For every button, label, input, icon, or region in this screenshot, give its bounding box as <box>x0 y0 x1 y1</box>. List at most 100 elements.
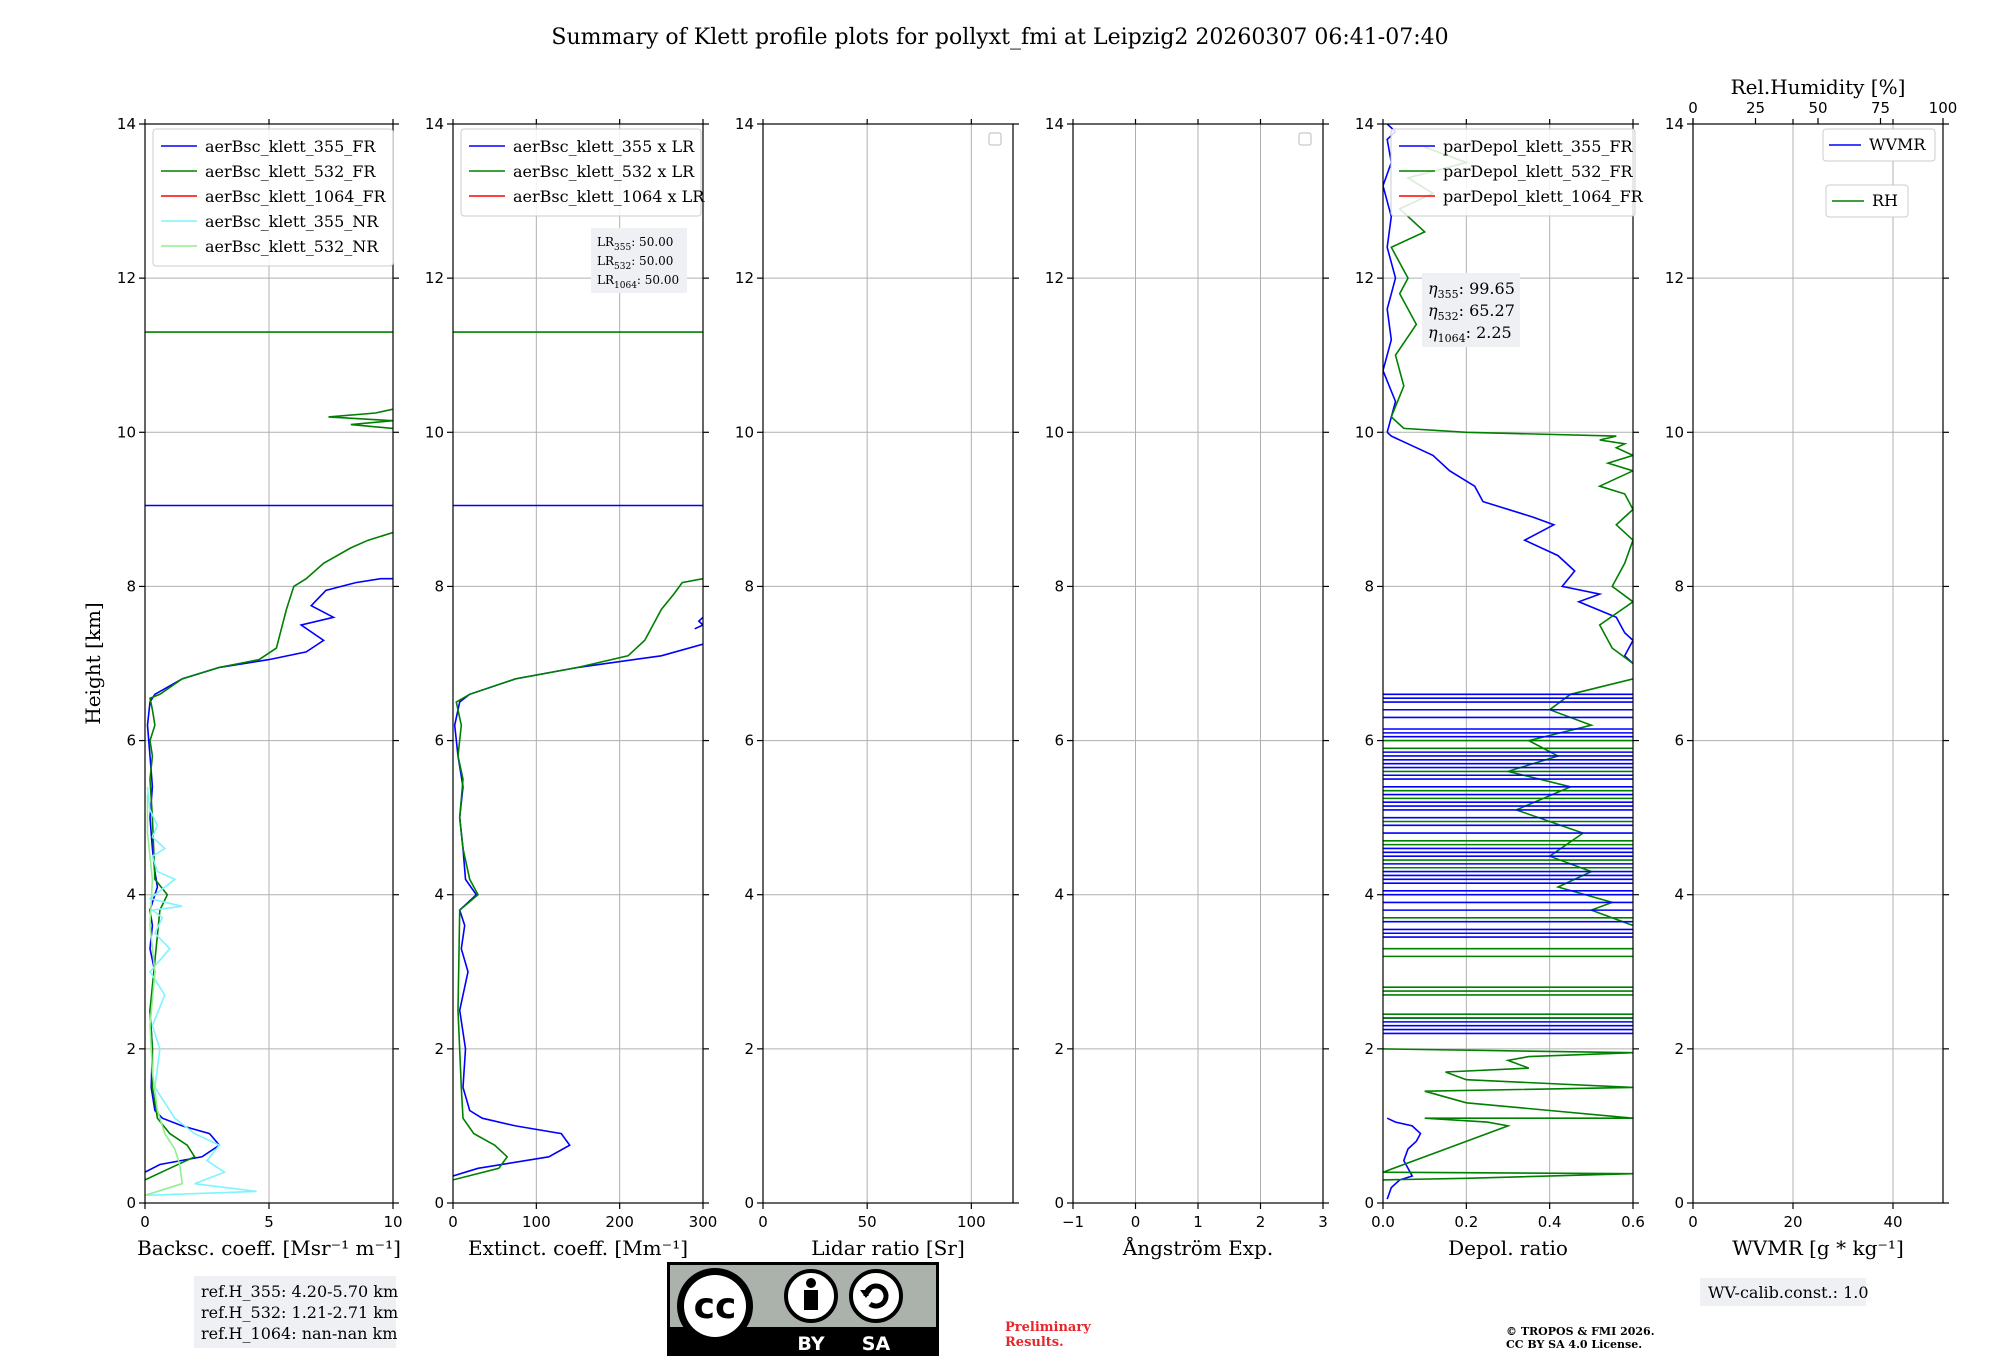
x-tick-label: −1 <box>1062 1213 1084 1231</box>
empty-legend-icon <box>988 132 1002 146</box>
y-tick-label: 12 <box>1045 269 1064 287</box>
preliminary-results-line1: Preliminary <box>1005 1320 1091 1335</box>
y-tick-label: 8 <box>126 577 136 595</box>
legend: aerBsc_klett_355 x LR aerBsc_klett_532 x … <box>460 128 705 217</box>
cc-logo-text: cc <box>694 1286 737 1327</box>
copyright-line1: © TROPOS & FMI 2026. <box>1506 1325 1655 1338</box>
x-tick-label: 3 <box>1318 1213 1328 1231</box>
y-tick-label: 6 <box>1674 732 1684 750</box>
panel-depol: 0 2 4 6 8 10 12 14 0.0 0.2 0.4 0.6 Depol. ratio parDe… <box>1355 115 1645 1260</box>
annotation-symbol: η <box>1428 323 1438 342</box>
y-tick-label: 4 <box>1674 886 1684 904</box>
y-tick-label: 14 <box>1045 115 1064 133</box>
x-tick-label: 0 <box>1688 1213 1698 1231</box>
x-tick-label: 0 <box>448 1213 458 1231</box>
gridlines <box>144 123 394 1204</box>
series-aerBsc_klett_355_NR <box>146 786 257 1197</box>
legend-label: aerBsc_klett_1064 x LR <box>513 187 705 206</box>
legend: parDepol_klett_355_FR parDepol_klett_532_… <box>1390 128 1644 217</box>
y-tick-label: 2 <box>744 1040 754 1058</box>
legend: WVMR RH <box>1822 128 1936 218</box>
y-tick-label: 0 <box>1364 1194 1374 1212</box>
y-tick-label: 6 <box>1364 732 1374 750</box>
gridlines <box>1692 123 1943 1204</box>
x-tick-label: 50 <box>858 1213 877 1231</box>
y-tick-label: 0 <box>744 1194 754 1212</box>
x-tick-label: 1 <box>1193 1213 1203 1231</box>
y-tick-label: 8 <box>1054 577 1064 595</box>
annotation-line: η355: 99.65 <box>1428 279 1515 301</box>
top-x-tick-label: 25 <box>1746 99 1765 117</box>
y-tick-label: 10 <box>117 423 136 441</box>
gridlines <box>1072 123 1324 1204</box>
x-tick-label: 0.2 <box>1454 1213 1478 1231</box>
panel-bsc: 0 2 4 6 8 10 12 14 0 5 10 Backsc. coeff. [Msr⁻¹ m⁻¹… <box>81 115 403 1260</box>
x-tick-label: 0 <box>758 1213 768 1231</box>
x-axis-label: Backsc. coeff. [Msr⁻¹ m⁻¹] <box>137 1236 401 1260</box>
y-tick-label: 12 <box>1355 269 1374 287</box>
ref-height-532: ref.H_532: 1.21-2.71 km <box>201 1303 398 1322</box>
series-aerBsc_klett_532 x LR <box>453 577 703 1181</box>
annotation-symbol: LR <box>597 235 615 249</box>
annotation-value: : 50.00 <box>637 273 679 287</box>
y-tick-label: 14 <box>1355 115 1374 133</box>
ref-height-1064: ref.H_1064: nan-nan km <box>201 1324 397 1343</box>
annotation-line: LR355: 50.00 <box>597 235 673 253</box>
y-tick-label: 6 <box>434 732 444 750</box>
y-tick-label: 2 <box>1054 1040 1064 1058</box>
legend-label: aerBsc_klett_532_NR <box>205 237 379 256</box>
y-tick-label: 12 <box>735 269 754 287</box>
annotation-line: LR1064: 50.00 <box>597 273 679 291</box>
top-x-tick-label: 75 <box>1871 99 1890 117</box>
x-tick-label: 2 <box>1256 1213 1266 1231</box>
legend: aerBsc_klett_355_FR aerBsc_klett_532_FRae… <box>152 128 394 267</box>
data-series <box>1383 124 1633 1200</box>
annotation-value: : 99.65 <box>1459 279 1515 298</box>
y-tick-label: 2 <box>1674 1040 1684 1058</box>
y-tick-label: 6 <box>1054 732 1064 750</box>
annotation-value: : 50.00 <box>631 254 673 268</box>
series-parDepol_klett_355_FR_top <box>1383 124 1397 433</box>
y-tick-label: 4 <box>434 886 444 904</box>
y-tick-label: 10 <box>735 423 754 441</box>
series-parDepol_klett_532_FR_upper <box>1390 416 1633 665</box>
data-series <box>453 331 703 1181</box>
legend-label: WVMR <box>1869 135 1926 154</box>
y-tick-label: 4 <box>1364 886 1374 904</box>
annotation-line: η532: 65.27 <box>1428 301 1515 323</box>
annotation-subscript: 532 <box>1438 310 1459 323</box>
series-parDepol_klett_355_FR_low <box>1386 1117 1422 1200</box>
legend-label: aerBsc_klett_355 x LR <box>513 137 695 156</box>
axes-frame <box>762 123 1014 1204</box>
panel-lr: 0 2 4 6 8 10 12 14 0 50 100 Lidar ratio [Sr] <box>735 115 1019 1260</box>
annotation-bg <box>1422 273 1520 347</box>
y-tick-label: 4 <box>744 886 754 904</box>
legend-label: aerBsc_klett_1064_FR <box>205 187 387 206</box>
top-x-axis-label: Rel.Humidity [%] <box>1731 75 1906 99</box>
series-parDepol_klett_355_FR_upper <box>1386 431 1633 665</box>
annotation-symbol: η <box>1428 301 1438 320</box>
top-x-tick-label: 0 <box>1688 99 1698 117</box>
y-tick-label: 2 <box>434 1040 444 1058</box>
legend-box <box>1390 128 1636 217</box>
series-aerBsc_klett_355_LR_upper <box>694 616 703 630</box>
y-tick-label: 12 <box>425 269 444 287</box>
y-tick-label: 4 <box>1054 886 1064 904</box>
x-axis-label: Depol. ratio <box>1448 1236 1568 1260</box>
y-tick-label: 10 <box>1355 423 1374 441</box>
series-aerBsc_klett_355_FR <box>145 577 393 1173</box>
axes-frame <box>1382 123 1634 1204</box>
gridlines <box>762 123 1013 1204</box>
preliminary-results-line2: Results. <box>1005 1335 1064 1350</box>
annotation-line: LR532: 50.00 <box>597 254 673 272</box>
ref-heights-box: ref.H_355: 4.20-5.70 km ref.H_532: 1.21-… <box>194 1276 398 1348</box>
x-tick-label: 10 <box>383 1213 402 1231</box>
y-tick-label: 8 <box>1674 577 1684 595</box>
axes-frame <box>452 123 704 1204</box>
figure-title: Summary of Klett profile plots for polly… <box>551 25 1448 50</box>
legend-label: RH <box>1872 191 1898 210</box>
y-tick-label: 8 <box>744 577 754 595</box>
series-parDepol_klett_532_FR_low <box>1383 1048 1633 1181</box>
